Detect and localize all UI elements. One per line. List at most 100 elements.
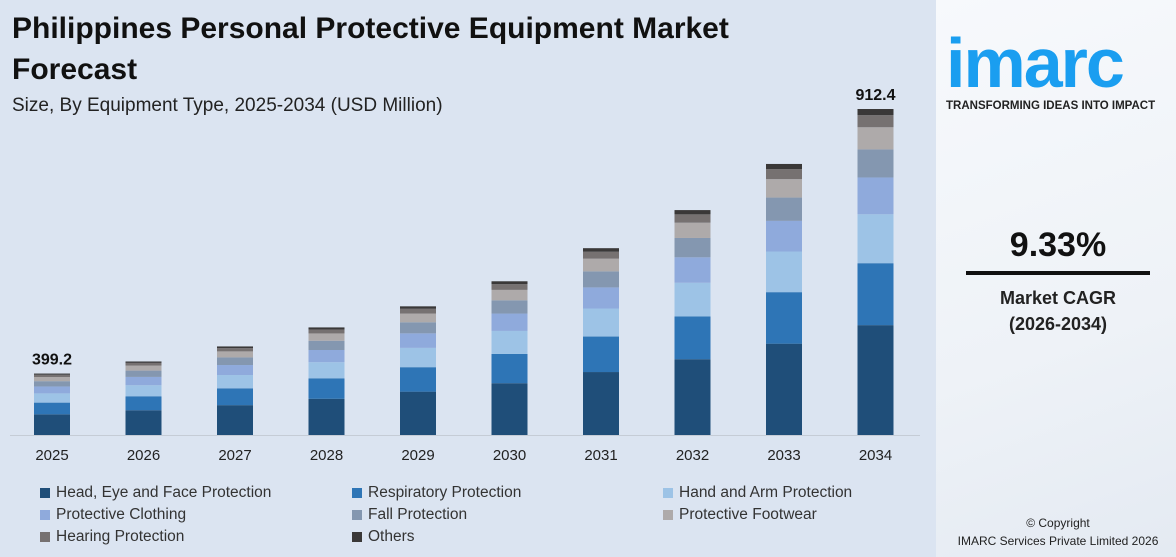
bar-segment: [674, 214, 711, 223]
bar-segment: [125, 376, 162, 386]
bar-segment: [125, 396, 162, 411]
bar-segment: [217, 365, 253, 376]
bar-segment: [217, 405, 253, 435]
x-tick-label: 2028: [310, 447, 343, 464]
bar-segment: [308, 340, 345, 351]
x-tick-label: 2032: [676, 447, 709, 464]
chart-title: Philippines Personal Protective Equipmen…: [12, 12, 729, 86]
bar-segment: [674, 359, 711, 435]
bar-segment: [34, 373, 70, 375]
imarc-logo: imarc TRANSFORMING IDEAS INTO IMPACT: [946, 10, 1176, 112]
x-tick-label: 2031: [584, 447, 617, 464]
bar-segment: [766, 197, 802, 221]
bar-segment: [857, 177, 894, 215]
legend-swatch: [40, 510, 50, 520]
bar-segment: [308, 398, 345, 435]
bar-segment: [766, 169, 802, 180]
bar-segment: [583, 372, 619, 435]
chart-subtitle: Size, By Equipment Type, 2025-2034 (USD …: [12, 95, 443, 116]
stacked-bar-chart: 2025 399.2 2026 2027 2028 2029 2030 2031 2032 203…: [10, 87, 920, 464]
bar-segment: [674, 210, 711, 215]
bar-segment: [400, 367, 436, 392]
bar-segment: [125, 385, 162, 397]
bar-segment: [766, 343, 802, 435]
logo-wordmark: imarc: [946, 24, 1125, 102]
bar-segment: [308, 350, 345, 363]
bar-segment: [34, 381, 70, 387]
bar-segment: [674, 282, 711, 317]
bar-segment: [674, 316, 711, 360]
bar-segment: [583, 287, 619, 309]
bar-segment: [766, 251, 802, 293]
bar-segment: [491, 281, 528, 285]
bar-segment: [857, 325, 894, 435]
legend-label: Respiratory Protection: [368, 484, 522, 501]
bar-segment: [674, 257, 711, 283]
x-tick-label: 2027: [218, 447, 251, 464]
bar-segment: [217, 351, 253, 358]
legend-item: Protective Footwear: [663, 506, 817, 524]
bar-segment: [308, 378, 345, 399]
bar-segment: [125, 370, 162, 377]
legend-swatch: [663, 510, 673, 520]
bar-segment: [125, 410, 162, 435]
bar-segment: [674, 222, 711, 238]
bar-segment: [491, 289, 528, 301]
bar-segment: [766, 220, 802, 252]
legend-item: Hand and Arm Protection: [663, 484, 852, 502]
legend-swatch: [352, 510, 362, 520]
x-tick-label: 2034: [859, 447, 892, 464]
legend-item: Respiratory Protection: [352, 484, 521, 502]
legend-item: Fall Protection: [352, 506, 467, 524]
bar-segment: [308, 327, 345, 330]
cagr-period: (2026-2034): [1008, 314, 1108, 334]
legend-label: Protective Footwear: [679, 506, 817, 523]
data-label: 399.2: [32, 352, 72, 369]
bar-segment: [674, 237, 711, 258]
bar-segment: [400, 322, 436, 334]
legend-item: Head, Eye and Face Protection: [40, 484, 271, 502]
x-tick-label: 2025: [35, 447, 68, 464]
bar-segment: [400, 391, 436, 435]
bar-segment: [34, 374, 70, 377]
logo-tagline: TRANSFORMING IDEAS INTO IMPACT: [946, 100, 1156, 112]
cagr-value: 9.33%: [1009, 226, 1107, 264]
bar-segment: [766, 163, 802, 170]
bar-segment: [217, 375, 253, 389]
bar-segment: [217, 348, 253, 352]
legend-swatch: [352, 488, 362, 498]
bar-segment: [583, 258, 619, 272]
legend-swatch: [352, 532, 362, 542]
bar-segment: [491, 300, 528, 314]
bar-segment: [857, 109, 894, 116]
copyright-mark: © Copyright: [1026, 516, 1090, 530]
copyright: © Copyright IMARC Services Private Limit…: [940, 514, 1176, 550]
bar-segment: [217, 346, 253, 349]
bar-segment: [217, 388, 253, 406]
bar-segment: [766, 292, 802, 344]
bar-segment: [400, 313, 436, 323]
divider: [966, 271, 1150, 275]
bar-segment: [857, 263, 894, 326]
bar-segment: [583, 248, 619, 252]
bar-segment: [400, 333, 436, 348]
x-tick-label: 2026: [127, 447, 160, 464]
legend-swatch: [40, 488, 50, 498]
bar-segment: [34, 376, 70, 382]
legend-item: Others: [352, 528, 415, 546]
bar-segment: [400, 306, 436, 309]
cagr-box: 9.33% Market CAGR (2026-2034): [966, 226, 1150, 337]
copyright-company: IMARC Services Private Limited 2026: [957, 534, 1159, 548]
bar-segment: [491, 313, 528, 331]
x-tick-label: 2029: [401, 447, 434, 464]
bar-segment: [491, 330, 528, 354]
legend-item: Protective Clothing: [40, 506, 186, 524]
bar-segment: [125, 362, 162, 366]
legend-swatch: [40, 532, 50, 542]
bar-segment: [125, 361, 162, 363]
bar-segment: [217, 357, 253, 366]
legend-label: Hearing Protection: [56, 528, 185, 545]
legend-label: Protective Clothing: [56, 506, 187, 523]
bar-segment: [308, 362, 345, 379]
bar-segment: [34, 393, 70, 403]
